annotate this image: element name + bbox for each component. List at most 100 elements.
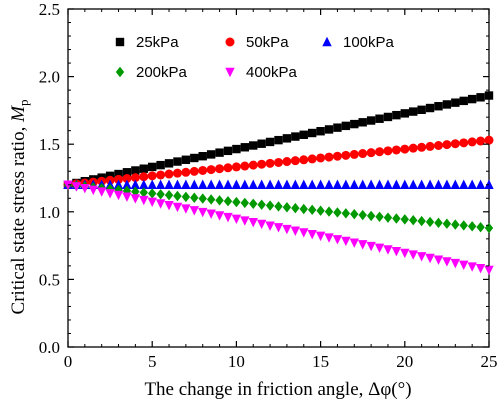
data-point [164, 179, 174, 189]
data-point [374, 179, 385, 189]
data-point [256, 179, 267, 189]
data-point [442, 257, 452, 267]
data-point [315, 231, 326, 242]
data-point [459, 260, 469, 271]
data-point [484, 135, 494, 145]
data-point [400, 248, 410, 259]
data-point [442, 140, 452, 150]
data-point [450, 179, 461, 189]
data-point [113, 179, 124, 189]
data-point [366, 148, 376, 158]
data-point [375, 147, 385, 157]
data-point [215, 164, 225, 174]
data-point [467, 137, 477, 147]
data-point [231, 214, 242, 225]
data-point [265, 137, 275, 147]
data-point [122, 168, 132, 177]
data-point [223, 196, 233, 207]
legend-marker [225, 37, 235, 47]
data-point [299, 203, 308, 215]
data-point [282, 157, 292, 167]
data-point [307, 229, 317, 240]
data-point [290, 226, 301, 236]
data-point [332, 151, 342, 161]
data-point [349, 179, 359, 189]
data-point [232, 196, 241, 208]
data-point [139, 187, 148, 198]
data-point [114, 169, 123, 179]
x-tick-label: 20 [396, 352, 413, 371]
data-point [324, 233, 334, 243]
data-point [324, 179, 334, 189]
data-point [375, 211, 384, 222]
data-point [198, 152, 207, 161]
data-point [257, 139, 266, 148]
data-point [425, 103, 435, 113]
data-point [408, 179, 418, 189]
legend-item-25kpa: 25kPa [110, 32, 202, 52]
data-point [231, 162, 241, 172]
data-point [282, 224, 292, 235]
x-tick-label: 15 [312, 352, 329, 371]
data-point [223, 179, 233, 189]
data-point [416, 252, 427, 262]
data-point [156, 170, 166, 180]
data-point [358, 149, 368, 159]
data-point [122, 192, 132, 202]
data-point [198, 193, 207, 204]
data-point [434, 217, 443, 229]
data-point [290, 179, 301, 189]
data-point [417, 215, 426, 227]
data-point [324, 125, 334, 134]
data-point [332, 235, 343, 245]
data-point [433, 255, 444, 265]
data-point [442, 179, 452, 189]
y-tick-label: 2.0 [39, 68, 60, 87]
legend-label: 200kPa [136, 64, 188, 81]
data-point [147, 197, 157, 207]
y-tick-label: 1.0 [39, 203, 60, 222]
data-point [315, 179, 326, 189]
data-point [467, 94, 477, 104]
data-point [383, 146, 393, 156]
data-point [383, 179, 393, 189]
data-point [240, 179, 250, 189]
data-point [307, 179, 317, 189]
data-point [332, 179, 343, 189]
y-tick-label: 2.5 [39, 0, 60, 19]
y-tick-label: 0.0 [39, 338, 60, 357]
data-point [476, 93, 485, 102]
data-point [299, 228, 309, 238]
legend-item-200kpa: 200kPa [110, 62, 202, 82]
data-point [164, 169, 174, 179]
data-point [349, 238, 359, 248]
data-point [274, 201, 283, 212]
data-point [484, 265, 494, 276]
legend-label: 400kPa [246, 64, 298, 81]
data-point [299, 179, 309, 189]
data-point [475, 264, 486, 274]
data-point [172, 168, 182, 178]
data-point [206, 179, 216, 189]
data-point [206, 209, 216, 219]
data-point [383, 112, 393, 122]
data-point [139, 195, 149, 206]
data-point [307, 154, 317, 164]
data-point [341, 150, 351, 160]
data-point [223, 212, 233, 223]
data-point [450, 258, 461, 269]
data-point [358, 179, 368, 189]
data-point [358, 118, 367, 127]
data-point [366, 241, 376, 252]
legend-label: 25kPa [136, 34, 179, 51]
data-point [96, 187, 107, 197]
series-100kpa [63, 179, 494, 189]
data-point [425, 253, 435, 264]
data-point [130, 194, 141, 204]
data-point [248, 218, 258, 228]
data-point [173, 190, 182, 202]
data-point [366, 116, 376, 125]
data-point [223, 163, 233, 173]
data-point [417, 105, 426, 115]
data-point [409, 107, 418, 116]
